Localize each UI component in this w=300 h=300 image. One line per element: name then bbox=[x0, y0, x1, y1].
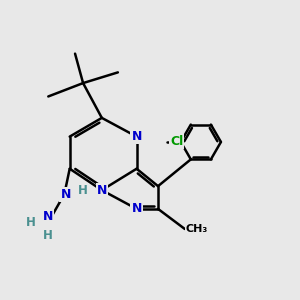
Text: N: N bbox=[97, 184, 107, 197]
Text: H: H bbox=[43, 229, 53, 242]
Text: N: N bbox=[43, 210, 53, 224]
Text: CH₃: CH₃ bbox=[186, 224, 208, 234]
Text: Cl: Cl bbox=[170, 136, 183, 148]
Text: N: N bbox=[131, 202, 142, 215]
Text: N: N bbox=[131, 130, 142, 143]
Text: H: H bbox=[78, 184, 88, 197]
Text: H: H bbox=[26, 216, 36, 229]
Text: N: N bbox=[61, 188, 71, 201]
